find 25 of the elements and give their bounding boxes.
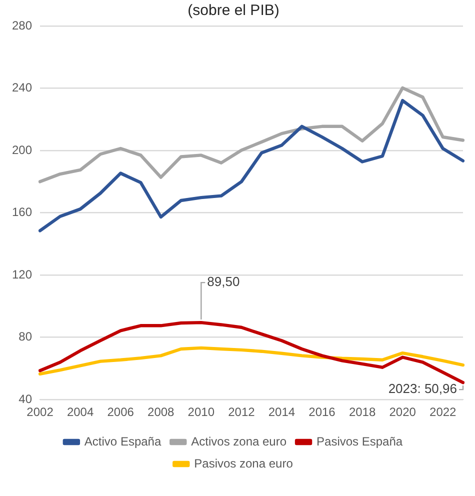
legend-label: Activo España	[84, 434, 162, 448]
x-tick-label: 2012	[228, 405, 256, 420]
y-tick-label: 40	[18, 392, 32, 406]
annotation: 2023: 50,96	[388, 381, 457, 396]
annotation: 89,50	[207, 274, 240, 290]
y-tick-label: 120	[12, 267, 32, 282]
x-tick-label: 2018	[348, 405, 376, 420]
y-tick-label: 80	[18, 330, 32, 344]
x-tick-label: 2002	[26, 405, 54, 420]
y-tick-label: 200	[12, 142, 32, 157]
x-tick-label: 2008	[148, 405, 175, 420]
y-tick-label: 280	[12, 18, 32, 32]
legend-label: Pasivos España	[316, 434, 403, 448]
y-tick-label: 160	[12, 205, 32, 220]
x-tick-label: 2020	[389, 405, 416, 420]
x-tick-label: 2016	[308, 405, 336, 420]
x-tick-label: 2010	[188, 405, 215, 420]
x-tick-label: 2006	[107, 405, 134, 420]
chart-title: (sobre el PIB)	[188, 2, 280, 20]
legend-label: Pasivos zona euro	[194, 456, 294, 470]
y-tick-label: 240	[12, 80, 32, 95]
x-tick-label: 2004	[66, 405, 94, 420]
x-tick-label: 2014	[268, 405, 296, 420]
legend-label: Activos zona euro	[191, 434, 287, 448]
x-tick-label: 2022	[430, 405, 457, 420]
